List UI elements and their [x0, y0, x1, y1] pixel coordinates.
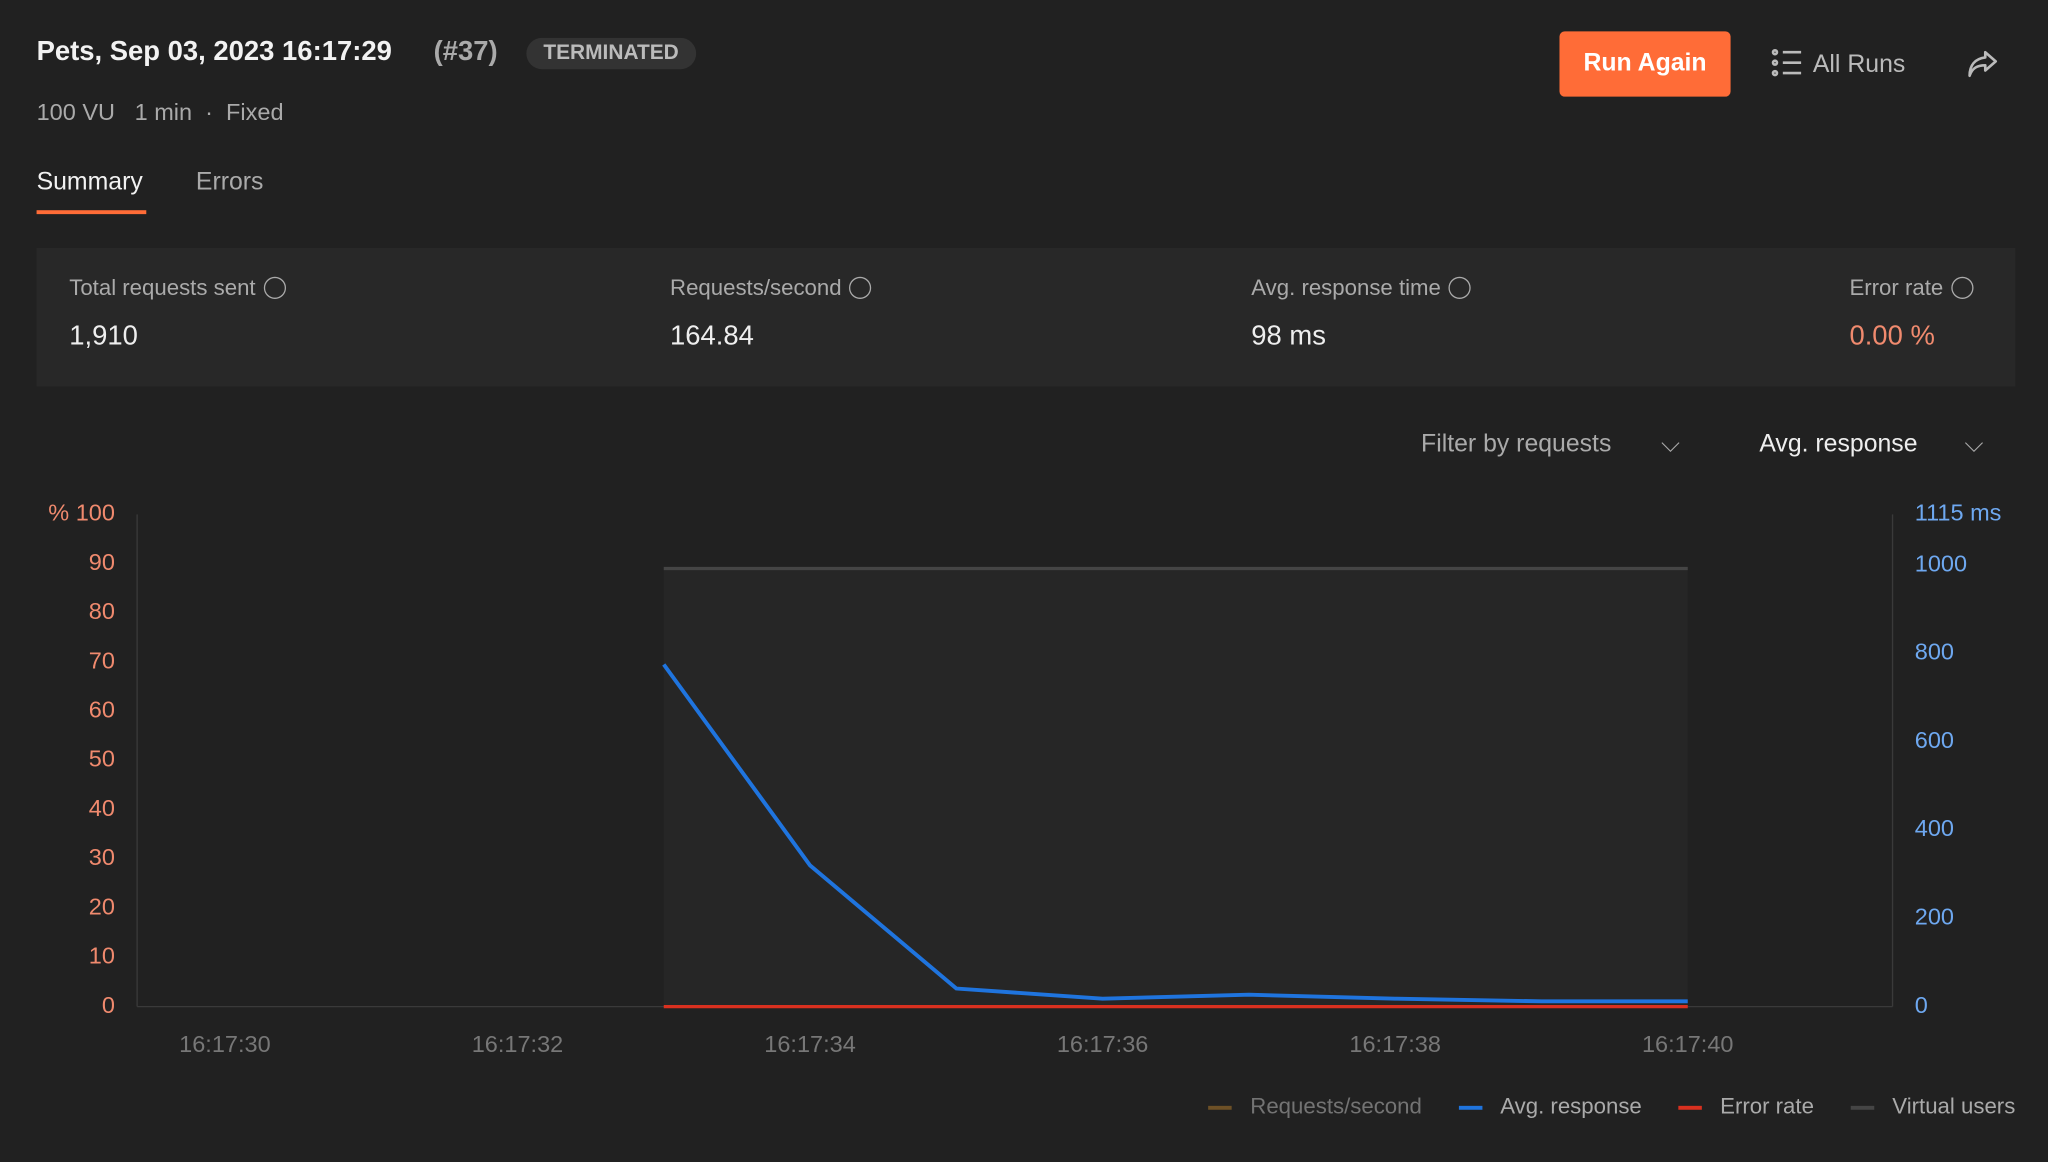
legend-item[interactable]: Avg. response	[1458, 1094, 1642, 1120]
meta: 100 VU 1 min · Fixed	[36, 99, 284, 126]
y-tick-label: 20	[89, 893, 115, 919]
x-tick-label: 16:17:38	[1349, 1031, 1441, 1057]
y2-tick-label: 200	[1915, 904, 1954, 930]
y-tick-label: 10	[89, 943, 115, 969]
y2-tick-label: 0	[1915, 992, 1928, 1018]
legend-label: Avg. response	[1500, 1094, 1642, 1119]
all-runs-button[interactable]: All Runs	[1771, 47, 1905, 80]
run-title: Pets, Sep 03, 2023 16:17:29	[36, 36, 392, 67]
stat-value: 98 ms	[1251, 321, 1326, 352]
vu: 100 VU	[36, 99, 115, 126]
x-tick-label: 16:17:34	[764, 1031, 856, 1057]
list-icon	[1771, 48, 1802, 77]
info-icon[interactable]	[1448, 276, 1471, 299]
y-tick-label: 30	[89, 844, 115, 870]
legend-swatch	[1208, 1105, 1232, 1110]
tab-errors[interactable]: Errors	[195, 168, 264, 196]
y-tick-label: 0	[102, 992, 115, 1018]
y2-tick-label: 1115 ms	[1915, 500, 2002, 526]
legend-label: Error rate	[1720, 1094, 1814, 1119]
info-icon[interactable]	[849, 276, 872, 299]
y2-tick-label: 400	[1915, 815, 1954, 841]
y-tick-label: 40	[89, 795, 115, 821]
stat-label-text: Total requests sent	[69, 275, 256, 301]
info-icon[interactable]	[263, 276, 286, 299]
y-tick-label: 70	[89, 647, 115, 673]
legend-item[interactable]: Virtual users	[1850, 1094, 2015, 1120]
filter-label: Filter by requests	[1421, 430, 1612, 459]
legend-swatch	[1678, 1105, 1702, 1110]
tab-summary[interactable]: Summary	[36, 168, 143, 196]
data-region	[663, 568, 1688, 1007]
y2-tick-label: 1000	[1915, 550, 1967, 576]
stat-value: 1,910	[69, 321, 138, 352]
run-number: (#37)	[433, 36, 498, 67]
x-tick-label: 16:17:30	[179, 1031, 271, 1057]
run-again-button[interactable]: Run Again	[1559, 31, 1731, 97]
duration: 1 min	[134, 99, 193, 126]
legend-item[interactable]: Requests/second	[1208, 1094, 1422, 1120]
x-tick-label: 16:17:32	[472, 1031, 564, 1057]
stats-panel	[36, 248, 2016, 387]
stat-label: Requests/second	[670, 275, 872, 301]
filter-requests[interactable]: Filter by requests ⌵	[1421, 430, 1680, 459]
share-icon[interactable]	[1967, 50, 1998, 79]
y-tick-label: 90	[89, 549, 115, 575]
y2-tick-label: 600	[1915, 727, 1954, 753]
legend-swatch	[1850, 1105, 1875, 1110]
stat-value: 164.84	[670, 321, 754, 352]
stat-label: Avg. response time	[1251, 275, 1471, 301]
stat-label-text: Error rate	[1849, 275, 1944, 301]
y-tick-label: % 100	[48, 500, 115, 526]
y-tick-label: 60	[89, 696, 115, 722]
legend-item[interactable]: Error rate	[1678, 1094, 1814, 1120]
stat-label-text: Requests/second	[670, 275, 842, 301]
legend-swatch	[1458, 1105, 1482, 1110]
all-runs-label: All Runs	[1812, 50, 1906, 79]
stat-label-text: Avg. response time	[1251, 275, 1441, 301]
legend-label: Virtual users	[1892, 1094, 2016, 1119]
metric-select[interactable]: Avg. response ⌵	[1759, 430, 1984, 459]
status-badge: TERMINATED	[526, 37, 696, 70]
x-tick-label: 16:17:40	[1642, 1031, 1734, 1057]
stat-label: Error rate	[1849, 275, 1974, 301]
stat-label: Total requests sent	[69, 275, 286, 301]
x-tick-label: 16:17:36	[1057, 1031, 1149, 1057]
stat-value: 0.00 %	[1849, 321, 1935, 352]
profile: Fixed	[226, 99, 284, 126]
tab-indicator	[36, 210, 147, 215]
metric-label: Avg. response	[1759, 430, 1918, 459]
y-tick-label: 80	[89, 598, 115, 624]
legend: Requests/second Avg. response Error rate Vi…	[1172, 1094, 2015, 1120]
legend-label: Requests/second	[1250, 1094, 1422, 1119]
info-icon[interactable]	[1951, 276, 1974, 299]
y-tick-label: 50	[89, 746, 115, 772]
series-line	[662, 663, 1688, 1004]
y2-tick-label: 800	[1915, 639, 1954, 665]
